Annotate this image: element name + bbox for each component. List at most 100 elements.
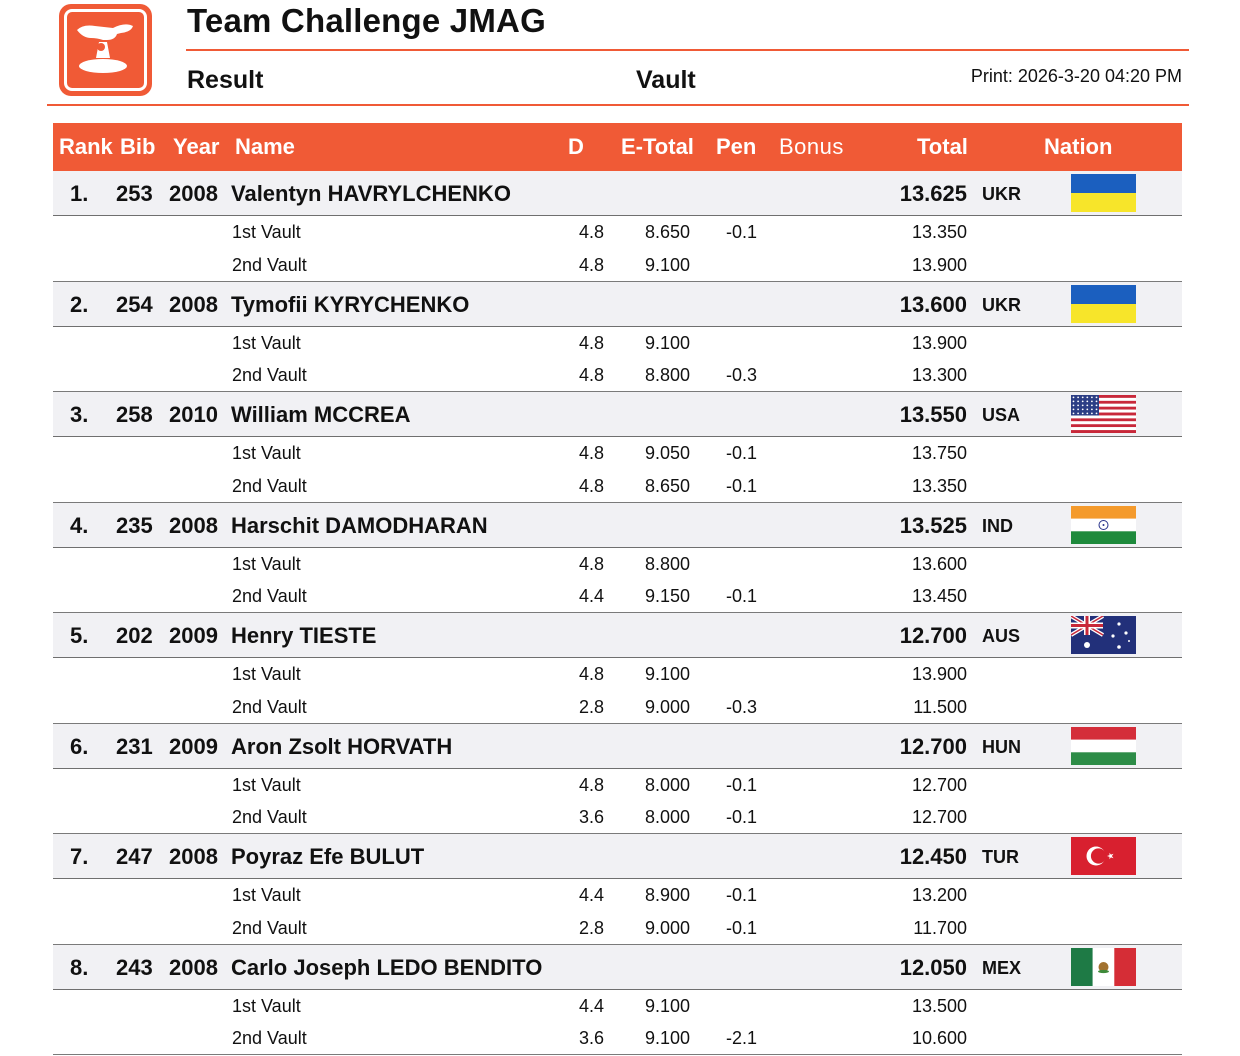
athlete-row: 7. 247 2008 Poyraz Efe BULUT 12.450 TUR xyxy=(53,834,1182,879)
athlete-total: 13.600 xyxy=(899,291,967,317)
athlete-rank: 1. xyxy=(70,181,89,206)
vault-d-score: 2.8 xyxy=(578,917,604,938)
vault-total: 13.200 xyxy=(911,885,967,905)
ukr-flag-icon xyxy=(1071,174,1136,212)
col-d: D xyxy=(568,134,584,159)
row-divider xyxy=(53,612,1182,613)
athlete-row: 2. 254 2008 Tymofii KYRYCHENKO 13.600 UKR xyxy=(53,281,1182,327)
ukr-flag-icon xyxy=(1071,284,1136,323)
athlete-bib: 231 xyxy=(116,733,153,759)
athlete-rank: 7. xyxy=(70,844,89,869)
vault-e-score: 9.100 xyxy=(644,664,690,684)
vault-row: 1st Vault 4.8 8.000 -0.1 12.700 xyxy=(53,770,1182,802)
vault-total: 13.600 xyxy=(911,553,967,574)
athlete-block: 5. 202 2009 Henry TIESTE 12.700 AUS 1st Vault 4… xyxy=(53,613,1182,724)
vault-label: 1st Vault xyxy=(232,885,301,905)
vault-label: 1st Vault xyxy=(232,774,301,795)
vault-row: 2nd Vault 3.6 9.100 -2.1 10.600 xyxy=(53,1023,1182,1055)
athlete-row: 8. 243 2008 Carlo Joseph LEDO BENDITO 12.050… xyxy=(53,944,1182,990)
athlete-row: 4. 235 2008 Harschit DAMODHARAN 13.525 IND xyxy=(53,502,1182,548)
row-divider xyxy=(53,722,1182,724)
vault-total: 13.350 xyxy=(911,475,967,496)
athlete-year: 2010 xyxy=(169,402,218,427)
athlete-total: 12.450 xyxy=(899,844,967,869)
results-table: 1. 253 2008 Valentyn HAVRYLCHENKO 13.625 UKR 1… xyxy=(53,171,1182,1055)
col-nation: Nation xyxy=(1044,134,1113,159)
vault-total: 13.500 xyxy=(911,995,967,1016)
print-timestamp: Print: 2026-3-20 04:20 PM xyxy=(970,66,1182,86)
athlete-name: William MCCREA xyxy=(231,402,411,427)
vault-penalty: -0.3 xyxy=(726,696,758,717)
athlete-nation: UKR xyxy=(982,294,1021,315)
vault-row: 1st Vault 4.4 9.100 13.500 xyxy=(53,991,1182,1023)
vault-d-score: 4.8 xyxy=(578,254,604,275)
vault-total: 13.900 xyxy=(911,332,967,353)
athlete-block: 1. 253 2008 Valentyn HAVRYLCHENKO 13.625 UKR 1… xyxy=(53,171,1182,282)
athlete-year: 2008 xyxy=(169,291,218,317)
athlete-nation: USA xyxy=(982,405,1021,425)
vault-label: 2nd Vault xyxy=(232,475,307,496)
vault-e-score: 8.800 xyxy=(644,553,690,574)
vault-e-score: 9.150 xyxy=(644,586,690,606)
athlete-total: 13.525 xyxy=(899,512,967,538)
athlete-name: Aron Zsolt HORVATH xyxy=(231,733,453,759)
vault-e-score: 8.000 xyxy=(644,807,690,827)
vault-penalty: -0.1 xyxy=(726,586,758,606)
vault-d-score: 4.4 xyxy=(578,995,604,1016)
athlete-rank: 3. xyxy=(70,402,89,427)
vault-label: 1st Vault xyxy=(232,664,301,684)
vault-penalty: -0.1 xyxy=(726,475,758,496)
vault-e-score: 9.100 xyxy=(644,995,690,1016)
usa-flag-icon xyxy=(1071,395,1136,433)
vault-d-score: 4.8 xyxy=(578,774,604,795)
athlete-block: 8. 243 2008 Carlo Joseph LEDO BENDITO 12.050… xyxy=(53,944,1182,1055)
athlete-year: 2008 xyxy=(169,844,218,869)
athlete-total: 12.700 xyxy=(899,623,967,648)
athlete-name: Tymofii KYRYCHENKO xyxy=(231,291,470,317)
athlete-rank: 6. xyxy=(70,733,89,759)
hun-flag-icon xyxy=(1071,726,1136,765)
vault-row: 2nd Vault 4.8 8.800 -0.3 13.300 xyxy=(53,360,1182,392)
vault-e-score: 8.650 xyxy=(644,475,690,496)
vault-d-score: 4.8 xyxy=(578,332,604,353)
vault-penalty: -0.1 xyxy=(726,917,758,938)
athlete-total: 13.550 xyxy=(899,402,967,427)
vault-row: 2nd Vault 2.8 9.000 -0.1 11.700 xyxy=(53,913,1182,945)
athlete-nation: TUR xyxy=(982,847,1019,867)
vault-penalty: -0.1 xyxy=(726,774,758,795)
vault-row: 2nd Vault 4.4 9.150 -0.1 13.450 xyxy=(53,581,1182,613)
vault-label: 1st Vault xyxy=(232,222,301,242)
vault-e-score: 8.800 xyxy=(644,365,690,385)
vault-label: 2nd Vault xyxy=(232,696,307,717)
athlete-year: 2008 xyxy=(169,512,218,538)
col-total: Total xyxy=(917,134,968,159)
vault-e-score: 9.100 xyxy=(644,332,690,353)
athlete-nation: IND xyxy=(982,515,1013,536)
col-bib: Bib xyxy=(120,134,156,159)
athlete-bib: 235 xyxy=(116,512,153,538)
vault-row: 1st Vault 4.8 9.100 13.900 xyxy=(53,328,1182,360)
vault-total: 13.900 xyxy=(911,664,967,684)
athlete-year: 2008 xyxy=(169,181,218,206)
vault-label: 2nd Vault xyxy=(232,586,307,606)
vault-e-score: 8.650 xyxy=(644,222,690,242)
vault-label: 2nd Vault xyxy=(232,807,307,827)
athlete-row: 5. 202 2009 Henry TIESTE 12.700 AUS xyxy=(53,613,1182,658)
vault-penalty: -0.1 xyxy=(726,443,758,463)
athlete-block: 6. 231 2009 Aron Zsolt HORVATH 12.700 HUN 1st … xyxy=(53,723,1182,834)
vault-total: 11.500 xyxy=(913,696,967,717)
vault-row: 1st Vault 4.8 8.800 13.600 xyxy=(53,549,1182,581)
col-year: Year xyxy=(173,134,220,159)
vault-e-score: 8.000 xyxy=(644,774,690,795)
vault-total: 13.900 xyxy=(911,254,967,275)
vault-total: 13.750 xyxy=(911,443,967,463)
vault-label: 2nd Vault xyxy=(232,1028,307,1048)
athlete-name: Poyraz Efe BULUT xyxy=(231,844,425,869)
col-e-total: E-Total xyxy=(621,134,694,159)
vault-label: 2nd Vault xyxy=(232,365,307,385)
row-divider xyxy=(53,501,1182,503)
athlete-total: 12.050 xyxy=(899,954,967,980)
vault-label: 1st Vault xyxy=(232,553,301,574)
vault-d-score: 4.8 xyxy=(578,664,604,684)
vault-row: 1st Vault 4.8 9.100 13.900 xyxy=(53,659,1182,691)
